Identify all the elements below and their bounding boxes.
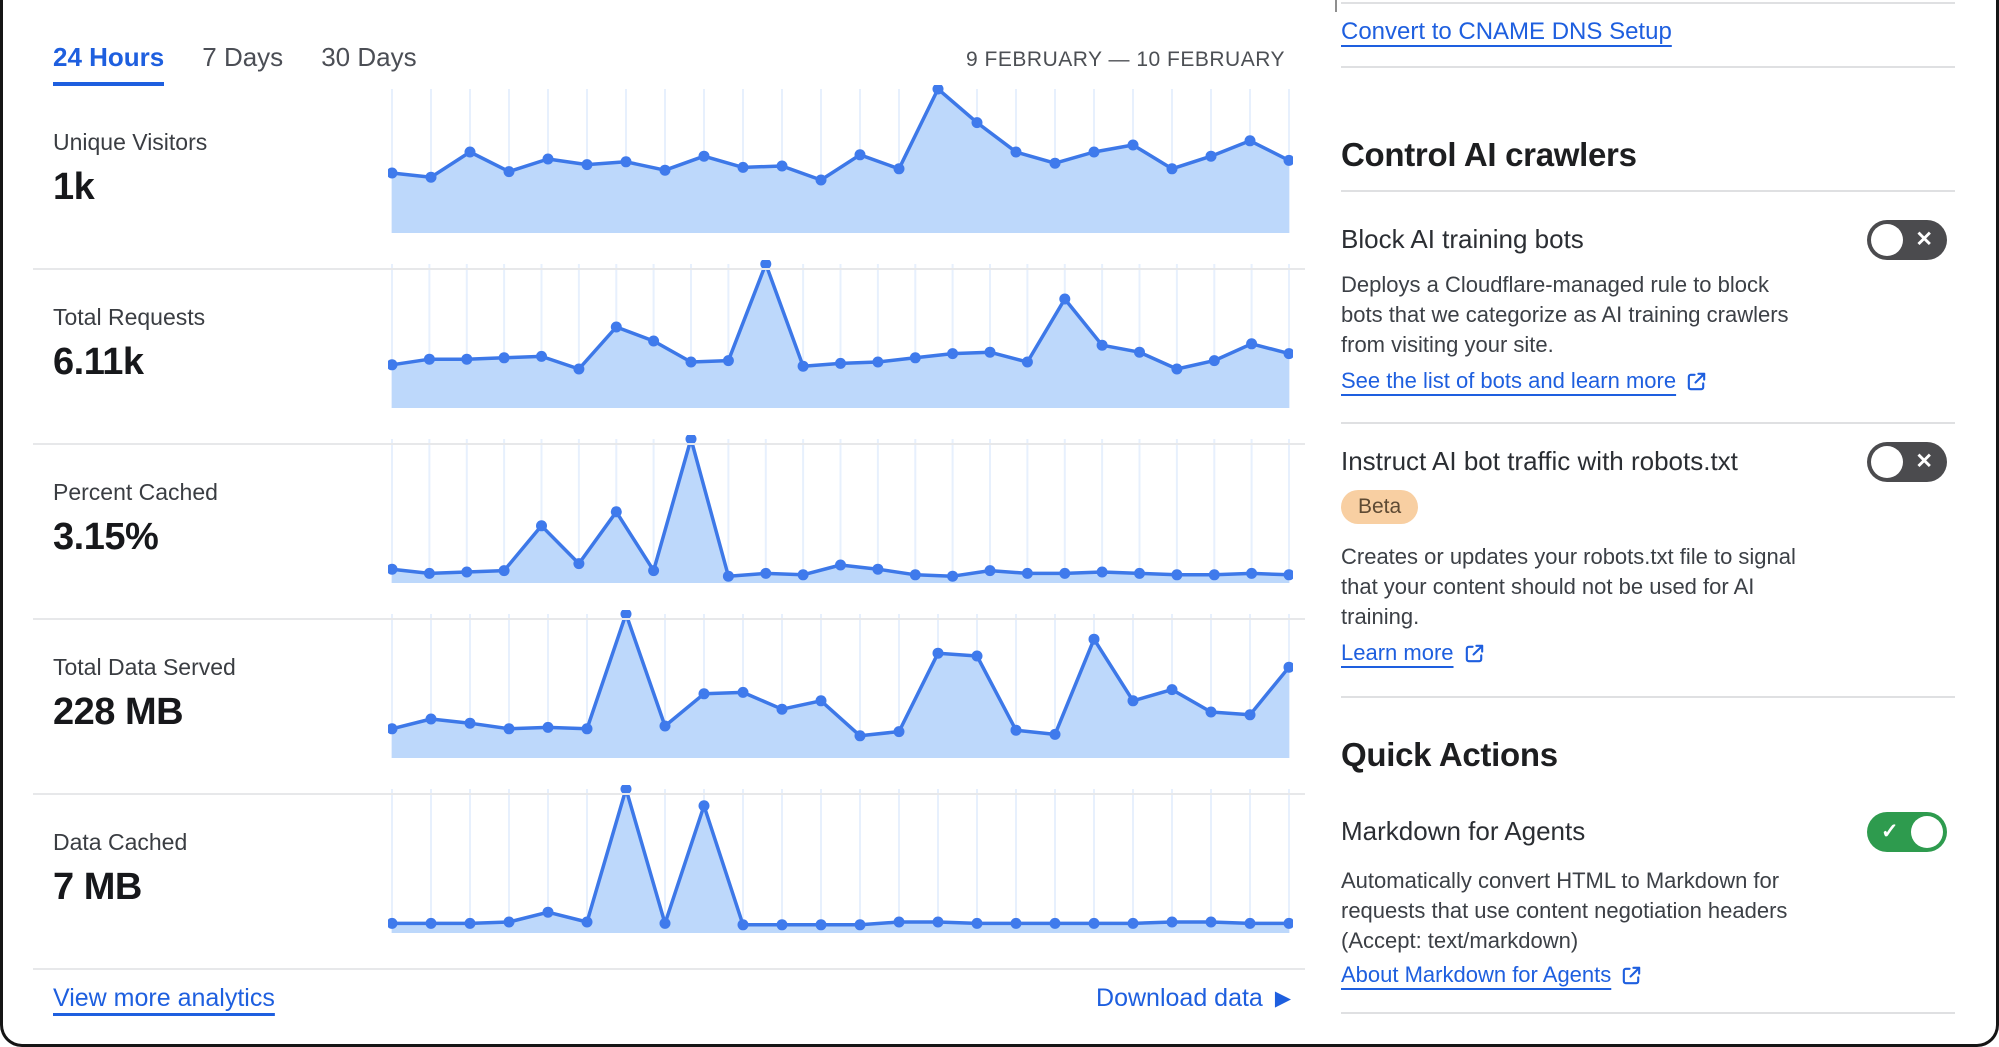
metric-label: Total Requests [53, 304, 206, 330]
percent-cached-chart [388, 435, 1293, 583]
link-label: About Markdown for Agents [1341, 962, 1612, 987]
convert-cname-link[interactable]: Convert to CNAME DNS Setup [1341, 18, 1672, 45]
metric-row-data-cached: Data Cached 7 MB [3, 785, 1341, 960]
metric-row-total-data-served: Total Data Served 228 MB [3, 610, 1341, 785]
see-bot-list-link-row: See the list of bots and learn more [1341, 368, 1708, 394]
metric-label: Data Cached [53, 829, 188, 855]
tab-30-days[interactable]: 30 Days [321, 42, 417, 72]
learn-more-link[interactable]: Learn more [1341, 640, 1486, 666]
view-more-analytics-link[interactable]: View more analytics [53, 984, 275, 1012]
sidebar: Convert to CNAME DNS Setup Control AI cr… [1335, 0, 1955, 1044]
metric-row-percent-cached: Percent Cached 3.15% [3, 435, 1341, 610]
link-label: Learn more [1341, 640, 1454, 665]
row-divider [33, 268, 1305, 270]
toggle-knob [1871, 446, 1903, 478]
feature-description: Automatically convert HTML to Markdown f… [1341, 868, 1788, 953]
time-range-tabs: 24 Hours 7 Days 30 Days [53, 42, 417, 86]
divider [1341, 1012, 1955, 1014]
toggle-knob [1871, 224, 1903, 256]
metric-label: Total Data Served [53, 654, 236, 680]
section-heading-control-ai-crawlers: Control AI crawlers [1341, 136, 1637, 173]
total-requests-chart [388, 260, 1293, 408]
card-edge-tick [1335, 0, 1337, 12]
row-divider [33, 793, 1305, 795]
metric-label: Percent Cached [53, 479, 218, 505]
download-data-button[interactable]: Download data ▶ [1096, 984, 1291, 1013]
row-divider [33, 618, 1305, 620]
learn-more-link-row: Learn more [1341, 640, 1486, 666]
link-label: See the list of bots and learn more [1341, 368, 1677, 393]
row-divider [33, 443, 1305, 445]
markdown-for-agents-toggle[interactable]: ✓ ✕ [1867, 812, 1947, 852]
check-icon: ✓ [1881, 820, 1899, 844]
divider [1341, 696, 1955, 698]
feature-description: Creates or updates your robots.txt file … [1341, 544, 1796, 629]
download-data-label: Download data [1096, 984, 1263, 1012]
feature-title-block-ai-training-bots: Block AI training bots [1341, 224, 1584, 254]
external-link-icon [1623, 966, 1641, 984]
metric-value: 3.15% [53, 516, 159, 558]
external-link-icon [1687, 372, 1706, 390]
tab-7-days[interactable]: 7 Days [202, 42, 284, 72]
row-divider [33, 968, 1305, 970]
unique-visitors-chart [388, 85, 1293, 233]
divider [1341, 422, 1955, 424]
about-markdown-link-row: About Markdown for Agents [1341, 962, 1643, 988]
play-triangle-icon: ▶ [1274, 987, 1291, 1010]
metric-value: 1k [53, 166, 95, 208]
data-cached-chart [388, 785, 1293, 933]
toggle-knob [1911, 816, 1943, 848]
total-data-served-chart [388, 610, 1293, 758]
date-range-label: 9 FEBRUARY — 10 FEBRUARY [966, 48, 1285, 71]
x-icon: ✕ [1915, 228, 1933, 252]
block-ai-training-bots-toggle[interactable]: ✓ ✕ [1867, 220, 1947, 260]
robots-txt-toggle[interactable]: ✓ ✕ [1867, 442, 1947, 482]
feature-title-robots-txt: Instruct AI bot traffic with robots.txt [1341, 446, 1738, 476]
external-link-icon [1465, 644, 1483, 662]
x-icon: ✕ [1915, 450, 1933, 474]
divider [1341, 2, 1955, 4]
metric-label: Unique Visitors [53, 129, 208, 155]
tab-24-hours[interactable]: 24 Hours [53, 42, 165, 86]
metric-row-unique-visitors: Unique Visitors 1k [3, 85, 1341, 260]
about-markdown-link[interactable]: About Markdown for Agents [1341, 962, 1643, 988]
section-heading-quick-actions: Quick Actions [1341, 736, 1558, 773]
metric-row-total-requests: Total Requests 6.11k [3, 260, 1341, 435]
metric-value: 228 MB [53, 691, 184, 733]
metric-value: 6.11k [53, 341, 144, 383]
see-bot-list-link[interactable]: See the list of bots and learn more [1341, 368, 1708, 394]
beta-badge: Beta [1341, 490, 1419, 524]
metric-value: 7 MB [53, 866, 142, 908]
feature-description: Deploys a Cloudflare-managed rule to blo… [1341, 272, 1789, 357]
divider [1341, 190, 1955, 192]
feature-title-markdown-for-agents: Markdown for Agents [1341, 816, 1586, 846]
divider [1341, 66, 1955, 68]
